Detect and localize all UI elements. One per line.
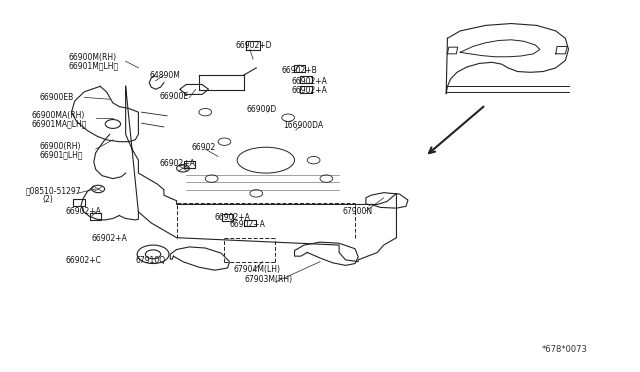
Text: 66900MA(RH): 66900MA(RH) bbox=[32, 111, 85, 121]
Text: 66900D: 66900D bbox=[246, 105, 277, 115]
Text: 67910Q: 67910Q bbox=[135, 256, 165, 265]
Text: 67903M(RH): 67903M(RH) bbox=[245, 275, 293, 284]
Text: 66902+A: 66902+A bbox=[215, 212, 251, 221]
Text: 66900E: 66900E bbox=[159, 92, 189, 101]
Text: 66902+A: 66902+A bbox=[230, 220, 266, 229]
Text: 66902+C: 66902+C bbox=[65, 256, 101, 265]
Text: 66902+A: 66902+A bbox=[159, 159, 195, 169]
Text: 67900N: 67900N bbox=[342, 206, 372, 216]
Text: 66902+A: 66902+A bbox=[291, 86, 327, 94]
Text: 66902+A: 66902+A bbox=[92, 234, 128, 243]
Text: Ⓝ08510-51297: Ⓝ08510-51297 bbox=[26, 187, 81, 196]
Text: 166900DA: 166900DA bbox=[283, 121, 323, 130]
Text: 66902+B: 66902+B bbox=[282, 66, 317, 75]
Text: 66900EB: 66900EB bbox=[40, 93, 74, 102]
Text: (2): (2) bbox=[43, 195, 54, 204]
Text: *678*0073: *678*0073 bbox=[541, 345, 588, 354]
Text: 67904M(LH): 67904M(LH) bbox=[234, 265, 281, 274]
Text: 66900M(RH): 66900M(RH) bbox=[68, 53, 116, 62]
Text: 66902+D: 66902+D bbox=[236, 41, 273, 50]
Text: 64890M: 64890M bbox=[149, 71, 180, 80]
Text: 66902+A: 66902+A bbox=[65, 206, 101, 216]
Text: 66902: 66902 bbox=[191, 143, 216, 152]
Text: 66901〈LH〉: 66901〈LH〉 bbox=[40, 151, 83, 160]
Text: 66902+A: 66902+A bbox=[291, 77, 327, 86]
Text: 66901M〈LH〉: 66901M〈LH〉 bbox=[68, 61, 118, 70]
Text: 66901MA〈LH〉: 66901MA〈LH〉 bbox=[32, 119, 87, 128]
Text: 66900(RH): 66900(RH) bbox=[40, 142, 81, 151]
